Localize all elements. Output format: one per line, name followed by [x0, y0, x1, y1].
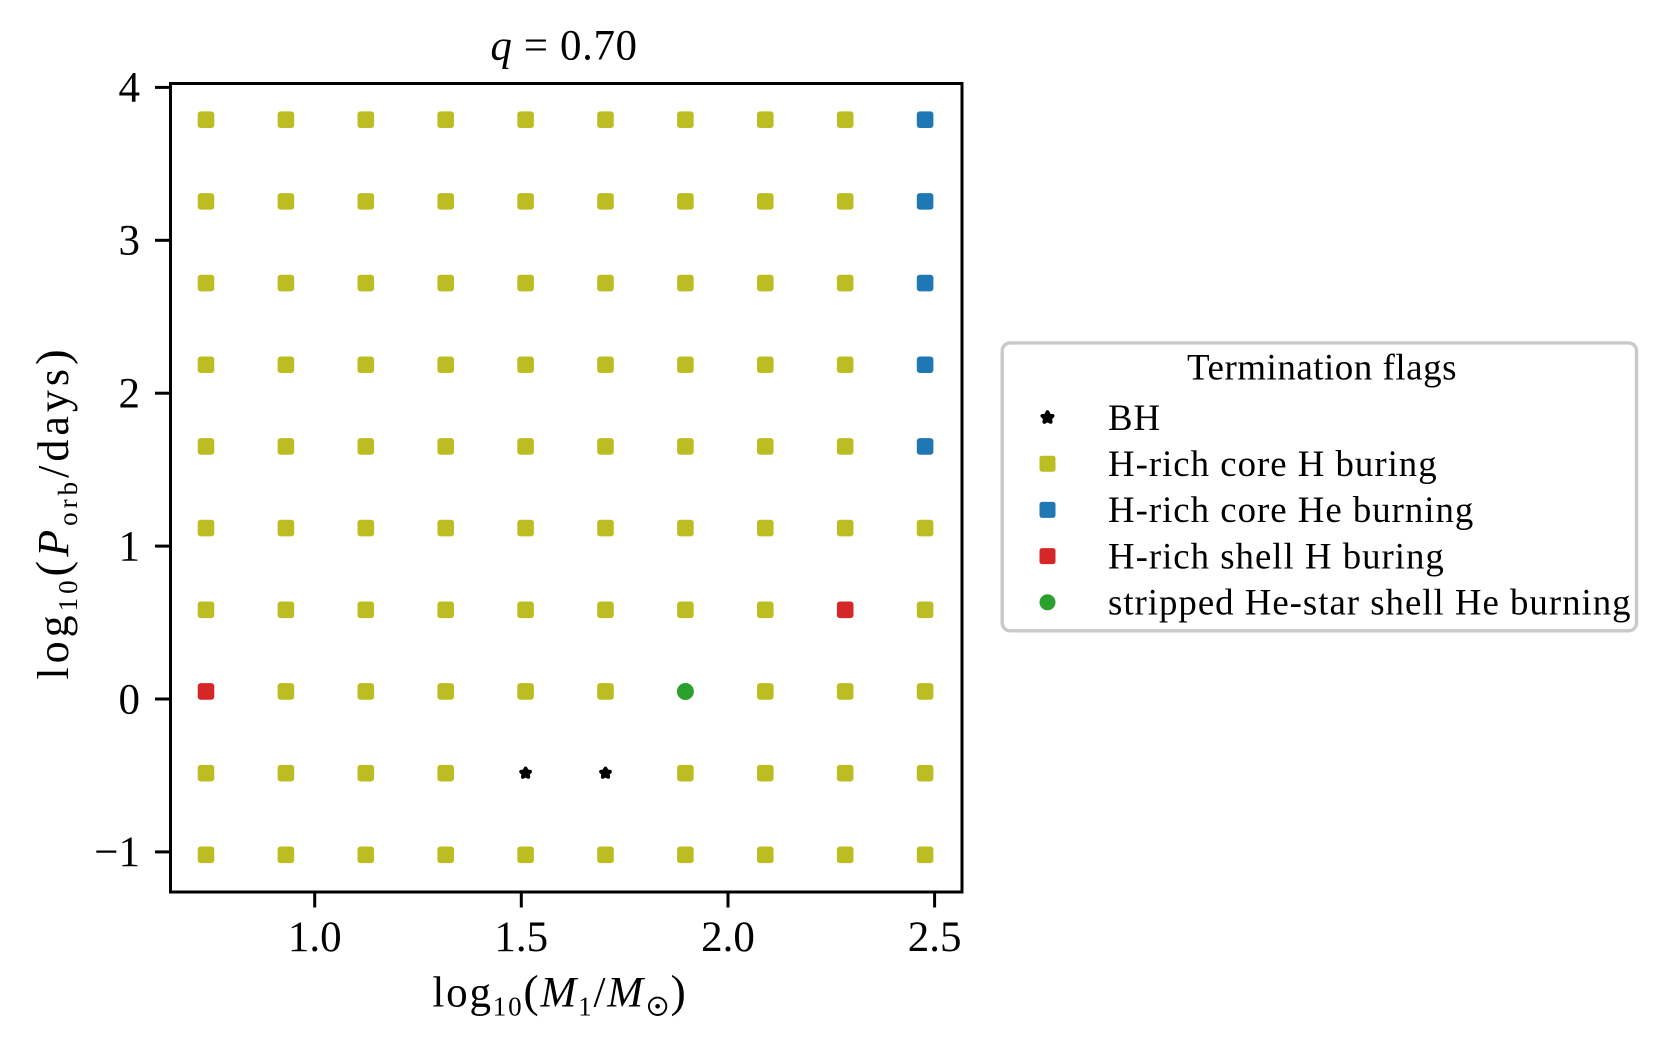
svg-text:0: 0 — [119, 676, 141, 723]
svg-text:H-rich core He burning: H-rich core He burning — [1108, 489, 1474, 530]
svg-text:1.0: 1.0 — [288, 914, 342, 961]
svg-text:−1: −1 — [94, 829, 140, 876]
svg-text:log10(M1/M ): log10(M1/M ) — [432, 966, 687, 1022]
svg-text:2.5: 2.5 — [908, 914, 962, 961]
svg-text:1.5: 1.5 — [494, 914, 548, 961]
svg-text:Termination flags: Termination flags — [1187, 348, 1457, 389]
svg-text:H-rich shell H buring: H-rich shell H buring — [1108, 535, 1445, 576]
svg-text:1: 1 — [119, 523, 141, 570]
svg-text:3: 3 — [119, 218, 141, 265]
svg-text:BH: BH — [1108, 397, 1161, 438]
svg-text:q = 0.70: q = 0.70 — [490, 23, 637, 70]
svg-text:H-rich core H buring: H-rich core H buring — [1108, 443, 1438, 484]
svg-text:2.0: 2.0 — [701, 914, 755, 961]
svg-text:2: 2 — [119, 371, 141, 418]
svg-text:4: 4 — [119, 65, 141, 112]
svg-text:stripped He-star shell He burn: stripped He-star shell He burning — [1108, 582, 1632, 623]
